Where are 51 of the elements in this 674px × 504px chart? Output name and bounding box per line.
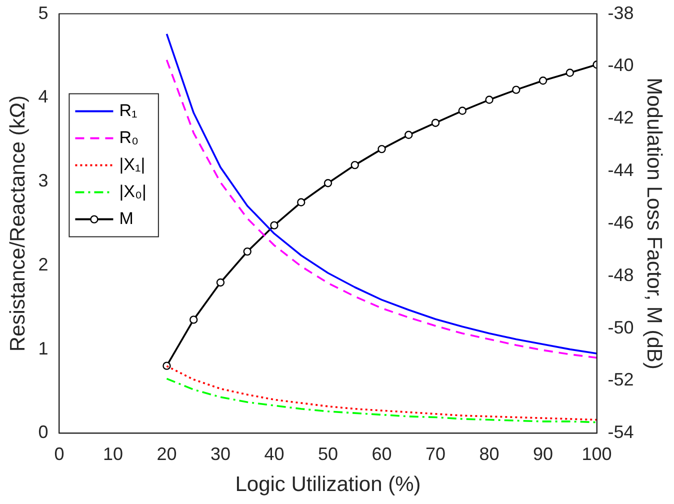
x-tick-label: 20 — [156, 444, 177, 464]
point — [378, 144, 386, 154]
legend-label: R₁ — [119, 100, 138, 120]
x-tick-label: 0 — [54, 444, 64, 464]
y-tick-label: 1 — [38, 338, 48, 358]
point — [538, 76, 548, 85]
point — [270, 221, 278, 230]
point — [431, 118, 440, 127]
x-axis-title: Logic Utilization (%) — [235, 473, 421, 496]
x-tick-label: 30 — [210, 444, 230, 464]
y2-tick-label: -42 — [608, 108, 634, 128]
y2-axis-title: Modulation Loss Factor, M (dB) — [642, 78, 666, 370]
y-tick-label: 2 — [38, 254, 48, 274]
point — [566, 68, 574, 77]
point — [243, 247, 252, 256]
y2-tick-label: -38 — [608, 2, 634, 23]
y2-tick-label: -46 — [608, 212, 634, 232]
y2-tick-label: -48 — [608, 264, 634, 285]
x-tick-label: 60 — [372, 444, 392, 464]
y-tick-label: 4 — [38, 86, 48, 107]
x-tick-label: 90 — [533, 444, 554, 464]
y-tick-label: 0 — [38, 422, 48, 442]
y2-tick-label: -52 — [608, 370, 634, 390]
legend-label: R₀ — [119, 128, 139, 147]
point — [190, 316, 198, 324]
x-tick-label: 100 — [582, 444, 612, 464]
y2-tick-label: -40 — [608, 55, 634, 76]
x-tick-label: 50 — [318, 444, 338, 464]
x-tick-label: 40 — [264, 444, 284, 464]
y-axis-title: Resistance/Reactance (kΩ) — [6, 95, 30, 352]
y2-tick-label: -54 — [608, 422, 634, 442]
point — [512, 86, 520, 94]
y-tick-label: 3 — [38, 170, 48, 191]
legend-label: |X₀| — [119, 182, 146, 201]
point — [162, 362, 171, 370]
point — [485, 96, 494, 104]
point — [404, 130, 413, 139]
x-tick-label: 70 — [425, 444, 446, 464]
point — [458, 106, 466, 115]
x-tick-label: 10 — [102, 444, 123, 464]
legend-label: M — [119, 208, 134, 228]
legend-label: |X₁| — [119, 154, 146, 174]
x-tick-label: 80 — [479, 444, 500, 464]
y-tick-label: 5 — [38, 2, 48, 23]
line-series — [166, 378, 597, 424]
point — [216, 278, 225, 287]
y2-tick-label: -50 — [608, 317, 634, 338]
point — [297, 198, 306, 206]
y2-tick-label: -44 — [608, 160, 634, 180]
point — [350, 160, 359, 170]
point — [324, 179, 332, 188]
